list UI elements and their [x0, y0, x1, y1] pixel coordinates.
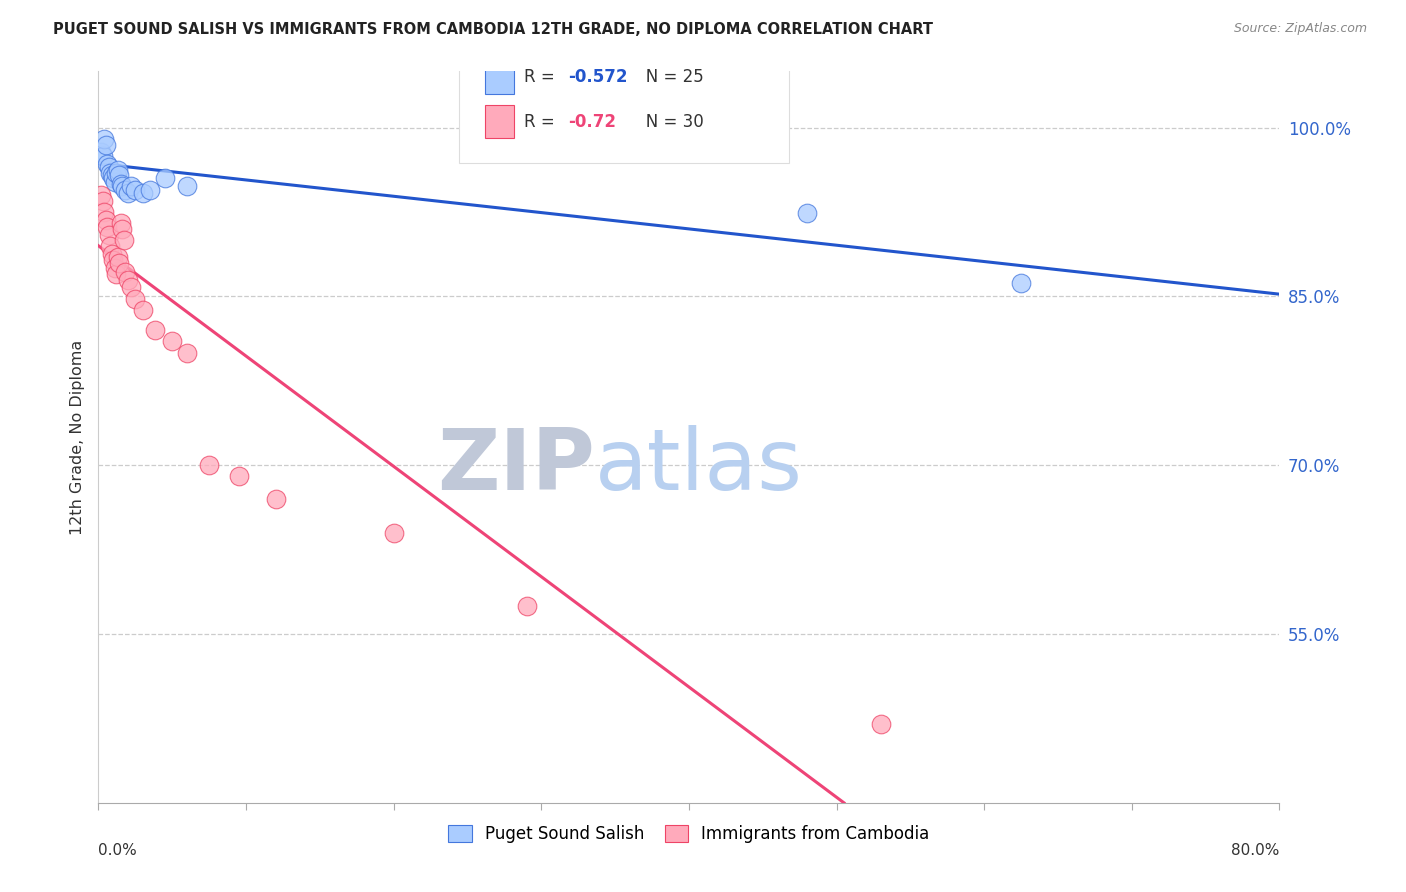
- Point: [114, 265, 136, 279]
- Point: [124, 292, 146, 306]
- Point: [107, 250, 129, 264]
- Point: [108, 255, 131, 269]
- Point: [100, 168, 122, 182]
- Point: [120, 280, 142, 294]
- Point: [176, 179, 198, 194]
- Text: N = 25: N = 25: [630, 68, 703, 87]
- Point: [198, 458, 221, 473]
- Point: [124, 182, 146, 196]
- Point: [90, 188, 112, 202]
- Point: [111, 222, 134, 236]
- Point: [1010, 276, 1032, 290]
- Point: [105, 166, 128, 180]
- Text: atlas: atlas: [595, 425, 803, 508]
- Text: N = 30: N = 30: [630, 113, 703, 131]
- Point: [114, 182, 136, 196]
- Point: [132, 302, 155, 317]
- Point: [162, 334, 183, 349]
- Point: [153, 171, 176, 186]
- Point: [94, 213, 117, 227]
- Point: [91, 149, 114, 163]
- Point: [870, 717, 893, 731]
- Point: [93, 132, 115, 146]
- Point: [112, 233, 135, 247]
- Point: [111, 179, 134, 194]
- Text: -0.72: -0.72: [568, 113, 616, 131]
- Y-axis label: 12th Grade, No Diploma: 12th Grade, No Diploma: [69, 340, 84, 534]
- Point: [117, 186, 139, 200]
- Point: [796, 206, 818, 220]
- Point: [120, 179, 142, 194]
- Point: [90, 145, 112, 160]
- Point: [117, 272, 139, 286]
- Point: [96, 219, 118, 234]
- Point: [110, 177, 132, 191]
- Point: [382, 525, 405, 540]
- Point: [96, 156, 118, 170]
- Point: [107, 163, 129, 178]
- Point: [104, 261, 127, 276]
- Point: [139, 182, 162, 196]
- Point: [97, 227, 120, 242]
- Point: [228, 469, 250, 483]
- Text: ZIP: ZIP: [437, 425, 595, 508]
- Text: -0.572: -0.572: [568, 68, 628, 87]
- Point: [132, 186, 155, 200]
- Point: [97, 160, 120, 174]
- Point: [110, 216, 132, 230]
- Point: [264, 491, 287, 506]
- Point: [103, 253, 125, 268]
- Point: [516, 599, 538, 613]
- Point: [93, 205, 115, 219]
- Point: [91, 194, 114, 208]
- Point: [98, 166, 121, 180]
- Point: [105, 267, 128, 281]
- Text: 0.0%: 0.0%: [98, 843, 138, 858]
- FancyBboxPatch shape: [485, 61, 515, 94]
- Point: [108, 168, 131, 182]
- Point: [100, 246, 122, 260]
- FancyBboxPatch shape: [458, 54, 789, 163]
- Legend: Puget Sound Salish, Immigrants from Cambodia: Puget Sound Salish, Immigrants from Camb…: [434, 812, 943, 856]
- Text: R =: R =: [523, 113, 560, 131]
- Text: Source: ZipAtlas.com: Source: ZipAtlas.com: [1233, 22, 1367, 36]
- Point: [104, 175, 127, 189]
- Text: 80.0%: 80.0%: [1232, 843, 1279, 858]
- Point: [103, 171, 125, 186]
- Point: [143, 323, 166, 337]
- FancyBboxPatch shape: [485, 105, 515, 138]
- Point: [94, 137, 117, 152]
- Text: PUGET SOUND SALISH VS IMMIGRANTS FROM CAMBODIA 12TH GRADE, NO DIPLOMA CORRELATIO: PUGET SOUND SALISH VS IMMIGRANTS FROM CA…: [53, 22, 934, 37]
- Point: [98, 239, 121, 253]
- Point: [176, 345, 198, 359]
- Text: R =: R =: [523, 68, 560, 87]
